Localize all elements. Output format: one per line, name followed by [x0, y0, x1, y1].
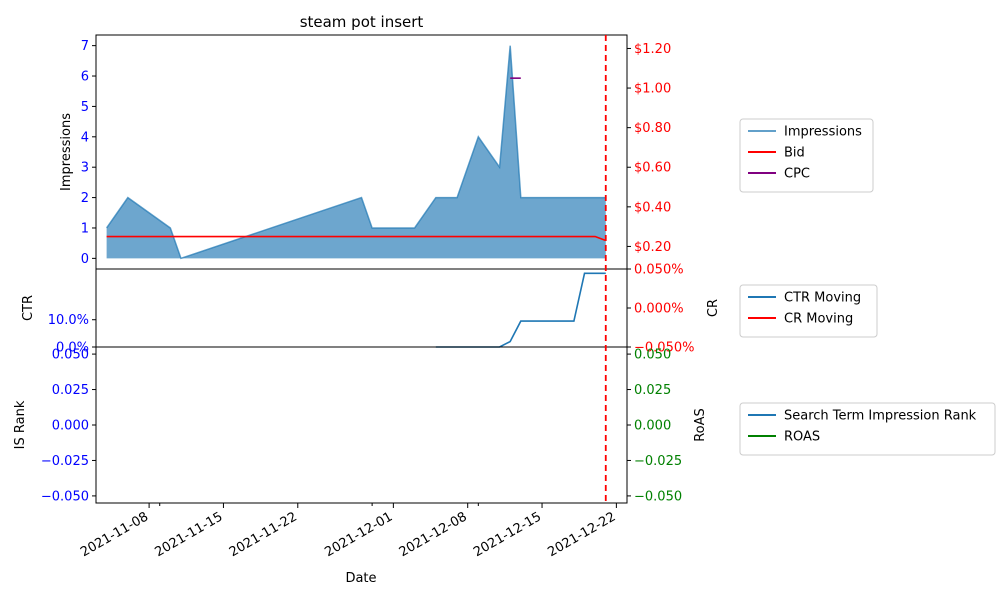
- impressions-left-tick-label: 4: [81, 130, 89, 145]
- rank-left-tick-label: −0.050: [41, 489, 89, 504]
- panel-rank-roas: −0.050 −0.025 0.000 0.025 0.050 −0.050 −0.025 0…: [13, 347, 708, 504]
- rank-left-tick-label: 0.000: [52, 419, 89, 434]
- bid-right-tick-label: $0.40: [634, 200, 671, 215]
- ctr-left-tick-label: 10.0%: [48, 313, 89, 328]
- impressions-area: [107, 46, 606, 259]
- x-tick-label: 2021-12-22: [545, 509, 618, 560]
- impressions-left-tick-label: 3: [81, 161, 89, 176]
- roas-right-tick-label: 0.025: [634, 383, 671, 398]
- cr-axis-label: CR: [706, 299, 721, 317]
- legend-label-impressions: Impressions: [784, 125, 862, 140]
- impressions-left-tick-label: 6: [81, 70, 89, 85]
- cr-right-tick-label: 0.050%: [634, 263, 684, 278]
- impressions-left-tick-label: 5: [81, 100, 89, 115]
- bid-right-tick-label: $0.20: [634, 240, 671, 255]
- x-tick-label: 2021-12-08: [397, 509, 470, 560]
- rank-left-tick-label: −0.025: [41, 454, 89, 469]
- legends: Impressions Bid CPC CTR Moving CR Moving Sear…: [740, 119, 995, 455]
- rank-left-tick-label: 0.050: [52, 348, 89, 363]
- rank-axis-label: IS Rank: [13, 400, 28, 449]
- impressions-left-tick-label: 7: [81, 39, 89, 54]
- legend-label-roas: ROAS: [784, 430, 820, 445]
- x-tick-label: 2021-12-01: [322, 509, 395, 560]
- impressions-left-tick-label: 1: [81, 221, 89, 236]
- bid-right-tick-label: $0.80: [634, 121, 671, 136]
- legend-label-search-term-impression-rank: Search Term Impression Rank: [784, 409, 977, 424]
- cr-right-tick-label: 0.000%: [634, 302, 684, 317]
- rank-left-tick-label: 0.025: [52, 383, 89, 398]
- legend-label-cpc: CPC: [784, 167, 810, 182]
- roas-right-tick-label: −0.025: [634, 454, 682, 469]
- bid-right-tick-label: $1.00: [634, 82, 671, 97]
- x-tick-label: 2021-11-15: [153, 509, 226, 560]
- ctr-axis-label: CTR: [21, 295, 36, 321]
- ctr-moving-line: [436, 273, 606, 347]
- impressions-axis-label: Impressions: [59, 113, 74, 191]
- legend-label-cr-moving: CR Moving: [784, 312, 853, 327]
- x-axis-label: Date: [345, 571, 376, 586]
- roas-right-tick-label: 0.050: [634, 348, 671, 363]
- impressions-left-tick-label: 0: [81, 252, 89, 267]
- x-tick-label: 2021-11-22: [227, 509, 300, 560]
- ctr-panel-frame: [96, 269, 627, 347]
- legend-label-ctr-moving: CTR Moving: [784, 291, 861, 306]
- impressions-left-tick-label: 2: [81, 191, 89, 206]
- rank-panel-frame: [96, 347, 627, 503]
- roas-right-tick-label: 0.000: [634, 419, 671, 434]
- legend-label-bid: Bid: [784, 146, 805, 161]
- x-tick-label: 2021-11-08: [78, 509, 151, 560]
- chart-title: steam pot insert: [300, 13, 424, 31]
- panel-impressions: 0 1 2 3 4 5 6 7 $0.20 $0.40 $0.60 $0.80 $1.00 $1.20 Im…: [59, 13, 671, 269]
- bid-right-tick-label: $0.60: [634, 161, 671, 176]
- roas-axis-label: RoAS: [693, 408, 708, 442]
- roas-right-tick-label: −0.050: [634, 489, 682, 504]
- x-tick-label: 2021-12-15: [471, 509, 544, 560]
- bid-right-tick-label: $1.20: [634, 42, 671, 57]
